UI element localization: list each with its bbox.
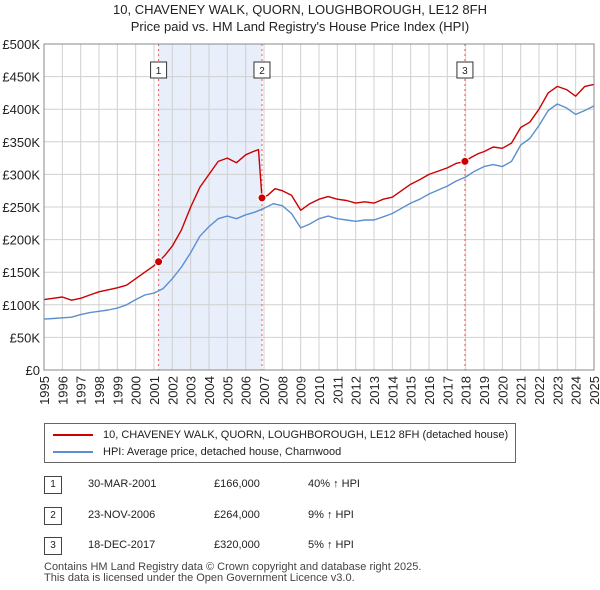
sale-point [257,193,267,203]
x-tick-label: 2013 [367,376,382,405]
sale-point [460,156,470,166]
legend-item-property: 10, CHAVENEY WALK, QUORN, LOUGHBOROUGH, … [53,427,508,443]
sale-point [154,257,164,267]
x-tick-label: 2015 [404,376,419,405]
x-tick-label: 2001 [147,376,162,405]
x-tick-label: 2005 [220,376,235,405]
x-tick-label: 2018 [459,376,474,405]
x-tick-label: 1995 [37,376,52,405]
transaction-hpi: 40% ↑ HPI [308,478,360,490]
transaction-price: £264,000 [214,509,260,521]
x-tick-label: 2006 [239,376,254,405]
legend-swatch-property [53,434,93,436]
legend-label-property: 10, CHAVENEY WALK, QUORN, LOUGHBOROUGH, … [103,429,509,441]
sale-label: 3 [462,66,468,77]
y-tick-label: £450K [2,70,40,85]
x-tick-label: 2017 [440,376,455,405]
x-tick-label: 2021 [514,376,529,405]
x-tick-label: 2000 [129,376,144,405]
x-tick-label: 1996 [55,376,70,405]
y-tick-label: £150K [2,265,40,280]
x-tick-label: 2004 [202,376,217,405]
x-tick-label: 2010 [312,376,327,405]
transaction-price: £166,000 [214,478,260,490]
y-tick-label: £250K [2,200,40,215]
sale-label: 1 [156,66,162,77]
x-tick-label: 2002 [165,376,180,405]
transaction-marker: 2 [44,507,62,525]
transaction-date: 23-NOV-2006 [88,509,156,521]
x-tick-label: 2020 [495,376,510,405]
chart-title-line2: Price paid vs. HM Land Registry's House … [130,19,470,34]
x-tick-label: 1997 [74,376,89,405]
price-chart: £0 £50K £100K £150K £200K £250K £300K £350K £400… [2,37,600,405]
x-tick-label: 2016 [422,376,437,405]
x-tick-label: 2009 [294,376,309,405]
y-tick-label: £100K [2,298,40,313]
transaction-marker: 3 [44,537,62,555]
x-tick-label: 2012 [349,376,364,405]
transaction-date: 18-DEC-2017 [88,539,156,551]
y-tick-label: £500K [2,37,40,52]
transaction-hpi: 9% ↑ HPI [308,509,354,521]
x-tick-label: 2007 [257,376,272,405]
x-tick-label: 2019 [477,376,492,405]
transaction-marker: 1 [44,476,62,494]
x-tick-label: 1998 [92,376,107,405]
y-tick-label: £50K [10,330,41,345]
y-tick-label: £200K [2,233,40,248]
y-tick-label: £350K [2,135,40,150]
sale-label-box [253,61,271,79]
property-series-line [43,83,595,301]
chart-title-line1: 10, CHAVENEY WALK, QUORN, LOUGHBOROUGH, … [113,2,487,17]
x-tick-label: 2014 [385,376,400,405]
legend-swatch-hpi [53,451,93,453]
transaction-price: £320,000 [214,539,260,551]
y-tick-label: £0 [26,363,40,378]
legend-item-hpi: HPI: Average price, detached house, Char… [53,444,341,460]
sale-label-box [456,61,474,79]
y-tick-label: £400K [2,102,40,117]
transaction-date: 30-MAR-2001 [88,478,157,490]
x-tick-label: 2003 [184,376,199,405]
sale-label-box [150,61,168,79]
legend-label-hpi: HPI: Average price, detached house, Char… [103,446,342,458]
x-tick-label: 2024 [569,376,584,405]
hpi-series-line [43,103,595,320]
y-tick-label: £300K [2,167,40,182]
x-tick-label: 2011 [330,376,345,404]
x-tick-label: 1999 [110,376,125,405]
x-tick-label: 2023 [550,376,565,405]
transaction-hpi: 5% ↑ HPI [308,539,354,551]
footer-copyright: Contains HM Land Registry data © Crown c… [44,561,422,573]
plot-frame [43,43,595,371]
x-tick-label: 2022 [532,376,547,405]
footer-licence: This data is licensed under the Open Gov… [44,572,355,584]
x-tick-label: 2008 [275,376,290,405]
sale-label: 2 [259,66,265,77]
chart-legend: 10, CHAVENEY WALK, QUORN, LOUGHBOROUGH, … [44,423,516,463]
x-tick-label: 2025 [587,376,600,405]
